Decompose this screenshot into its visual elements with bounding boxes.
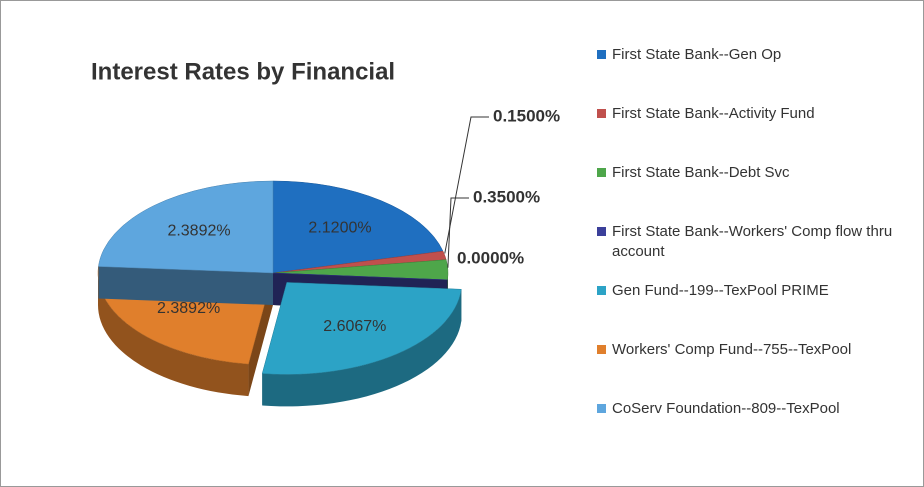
legend-swatch <box>597 168 606 177</box>
legend-label: Gen Fund--199--TexPool PRIME <box>612 282 829 299</box>
chart-title: Interest Rates by Financial <box>91 58 395 85</box>
slice-face <box>98 266 273 305</box>
legend-entry: First State Bank--Activity Fund <box>597 104 917 163</box>
pie-area: Interest Rates by Financial 2.1200% 0.150… <box>91 58 560 407</box>
data-label: 0.1500% <box>493 106 560 125</box>
legend-entry: First State Bank--Gen Op <box>597 45 917 104</box>
data-label: 2.1200% <box>308 219 371 236</box>
legend-swatch <box>597 50 606 59</box>
legend-label: First State Bank--Debt Svc <box>612 164 790 181</box>
slice <box>272 259 449 281</box>
slice <box>272 180 444 274</box>
legend-swatch <box>597 286 606 295</box>
legend-entry: First State Bank--Workers' Comp flow thr… <box>597 222 917 281</box>
legend-label: CoServ Foundation--809--TexPool <box>612 400 840 417</box>
legend-swatch <box>597 109 606 118</box>
legend-entry: Workers' Comp Fund--755--TexPool <box>597 340 917 399</box>
legend-entry: Gen Fund--199--TexPool PRIME <box>597 281 917 340</box>
slice-side <box>98 273 249 397</box>
slice-side <box>262 289 462 407</box>
data-label: 2.3892% <box>167 222 230 239</box>
legend-entry: CoServ Foundation--809--TexPool <box>597 399 917 458</box>
leader-line <box>444 116 489 254</box>
data-label: 0.3500% <box>473 187 540 206</box>
legend-swatch <box>597 404 606 413</box>
legend-swatch <box>597 345 606 354</box>
legend-swatch <box>597 227 606 236</box>
legend-entry: First State Bank--Debt Svc <box>597 163 917 222</box>
legend: First State Bank--Gen Op First State Bank… <box>597 45 917 458</box>
legend-label: First State Bank--Gen Op <box>612 46 782 63</box>
legend-label: Workers' Comp Fund--755--TexPool <box>612 341 852 358</box>
data-label: 2.6067% <box>323 318 386 335</box>
leader-line <box>447 197 469 268</box>
legend-label: First State Bank--Workers' Comp flow thr… <box>612 223 893 260</box>
data-label: 2.3892% <box>157 300 220 317</box>
slice <box>98 180 274 274</box>
slice <box>261 282 462 375</box>
data-label: 0.0000% <box>457 248 524 267</box>
legend-label: First State Bank--Activity Fund <box>612 105 815 122</box>
